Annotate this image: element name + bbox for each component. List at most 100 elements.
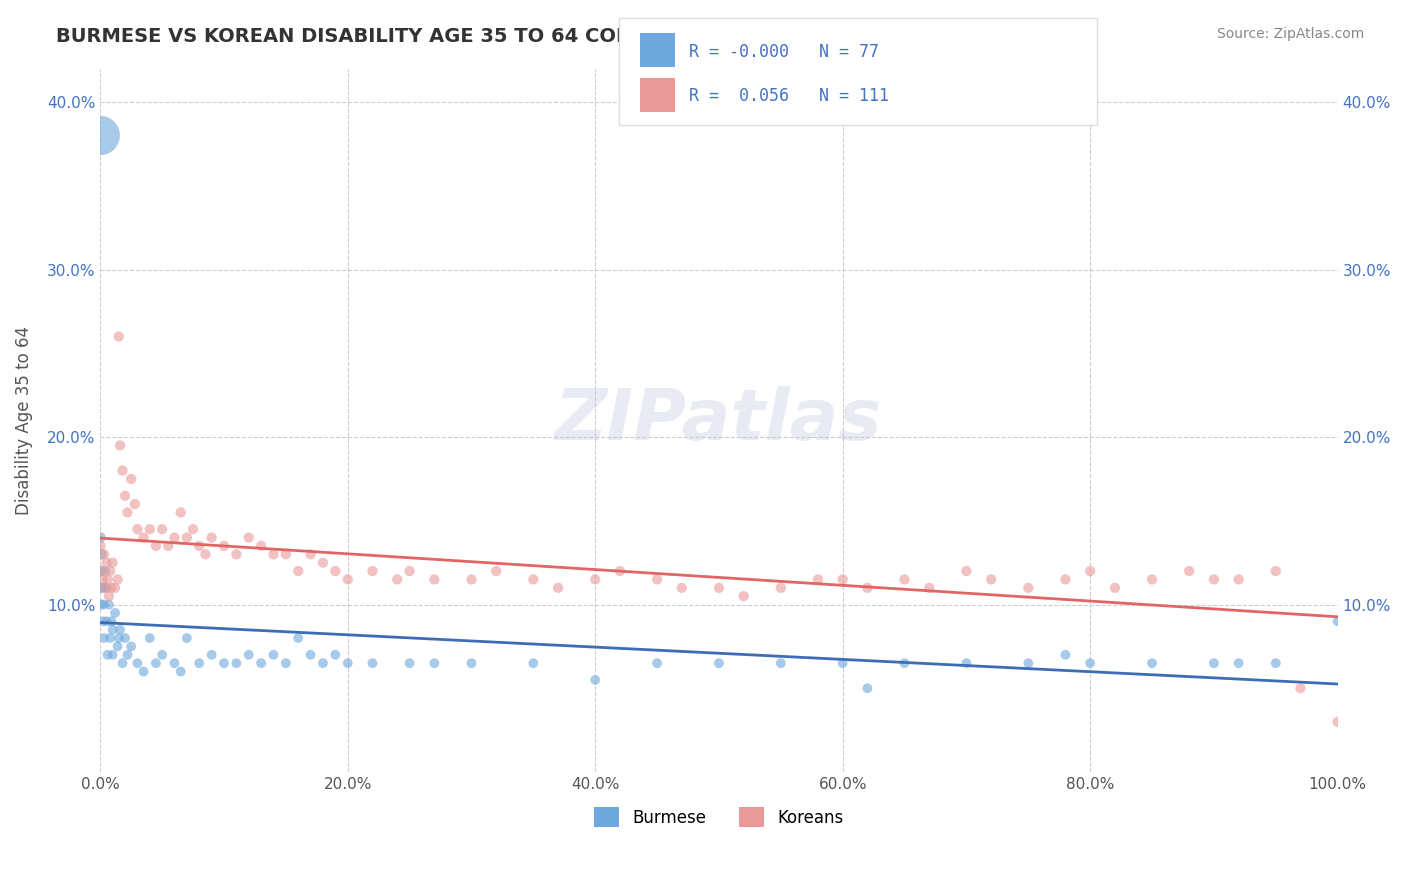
- Point: [157, 539, 180, 553]
- Legend: Burmese, Koreans: Burmese, Koreans: [588, 800, 851, 834]
- Point: [336, 573, 359, 587]
- Point: [132, 531, 155, 545]
- Point: [124, 497, 146, 511]
- Point: [1202, 573, 1225, 587]
- Point: [176, 531, 198, 545]
- Point: [387, 573, 409, 587]
- Point: [361, 656, 384, 670]
- Point: [287, 631, 309, 645]
- Text: Source: ZipAtlas.com: Source: ZipAtlas.com: [1216, 27, 1364, 41]
- Point: [91, 581, 114, 595]
- Point: [120, 640, 142, 654]
- Point: [108, 438, 131, 452]
- Point: [201, 531, 224, 545]
- Point: [90, 581, 112, 595]
- Point: [104, 581, 127, 595]
- Point: [170, 665, 193, 679]
- Y-axis label: Disability Age 35 to 64: Disability Age 35 to 64: [15, 326, 32, 515]
- Point: [163, 656, 186, 670]
- Point: [101, 648, 124, 662]
- Point: [312, 556, 335, 570]
- Text: ZIPatlas: ZIPatlas: [555, 385, 883, 455]
- Point: [94, 581, 117, 595]
- Point: [108, 631, 131, 645]
- Point: [225, 656, 247, 670]
- Point: [733, 589, 755, 603]
- Point: [104, 606, 127, 620]
- Point: [188, 656, 211, 670]
- Point: [547, 581, 569, 595]
- Point: [485, 564, 508, 578]
- Point: [163, 531, 186, 545]
- Point: [96, 581, 118, 595]
- Point: [97, 589, 120, 603]
- Point: [1078, 564, 1101, 578]
- Point: [299, 648, 322, 662]
- Point: [831, 573, 853, 587]
- Point: [336, 656, 359, 670]
- Point: [955, 564, 977, 578]
- Point: [980, 573, 1002, 587]
- Point: [90, 564, 112, 578]
- Point: [769, 581, 792, 595]
- Point: [100, 581, 122, 595]
- Point: [312, 656, 335, 670]
- Point: [609, 564, 631, 578]
- Point: [1289, 681, 1312, 696]
- Point: [522, 573, 544, 587]
- Point: [893, 656, 915, 670]
- Point: [583, 673, 606, 687]
- Point: [201, 648, 224, 662]
- Point: [769, 656, 792, 670]
- Point: [1326, 714, 1348, 729]
- Point: [856, 581, 879, 595]
- Point: [1227, 573, 1250, 587]
- Point: [645, 656, 668, 670]
- Point: [856, 681, 879, 696]
- Point: [120, 472, 142, 486]
- Point: [101, 623, 124, 637]
- Point: [97, 648, 120, 662]
- Point: [583, 573, 606, 587]
- Point: [212, 656, 235, 670]
- Point: [145, 539, 167, 553]
- Text: R = -0.000   N = 77: R = -0.000 N = 77: [689, 43, 879, 61]
- Point: [1227, 656, 1250, 670]
- Point: [522, 656, 544, 670]
- Point: [127, 522, 149, 536]
- Point: [645, 573, 668, 587]
- Point: [98, 631, 121, 645]
- Point: [139, 631, 162, 645]
- Point: [93, 631, 115, 645]
- Point: [1178, 564, 1201, 578]
- Point: [671, 581, 693, 595]
- Point: [89, 564, 111, 578]
- Point: [94, 564, 117, 578]
- Point: [893, 573, 915, 587]
- Point: [108, 623, 131, 637]
- Point: [423, 656, 446, 670]
- Point: [263, 547, 285, 561]
- Point: [250, 539, 273, 553]
- Point: [98, 564, 121, 578]
- Point: [101, 556, 124, 570]
- Point: [114, 631, 136, 645]
- Point: [96, 615, 118, 629]
- Point: [263, 648, 285, 662]
- Point: [117, 648, 139, 662]
- Point: [89, 598, 111, 612]
- Point: [111, 656, 134, 670]
- Point: [1140, 656, 1163, 670]
- Point: [127, 656, 149, 670]
- Point: [97, 598, 120, 612]
- Point: [150, 648, 173, 662]
- Point: [117, 505, 139, 519]
- Point: [398, 564, 420, 578]
- Text: R =  0.056   N = 111: R = 0.056 N = 111: [689, 87, 889, 105]
- Point: [1017, 581, 1039, 595]
- Point: [250, 656, 273, 670]
- Point: [108, 329, 131, 343]
- Point: [1264, 656, 1286, 670]
- Point: [212, 539, 235, 553]
- Point: [107, 573, 129, 587]
